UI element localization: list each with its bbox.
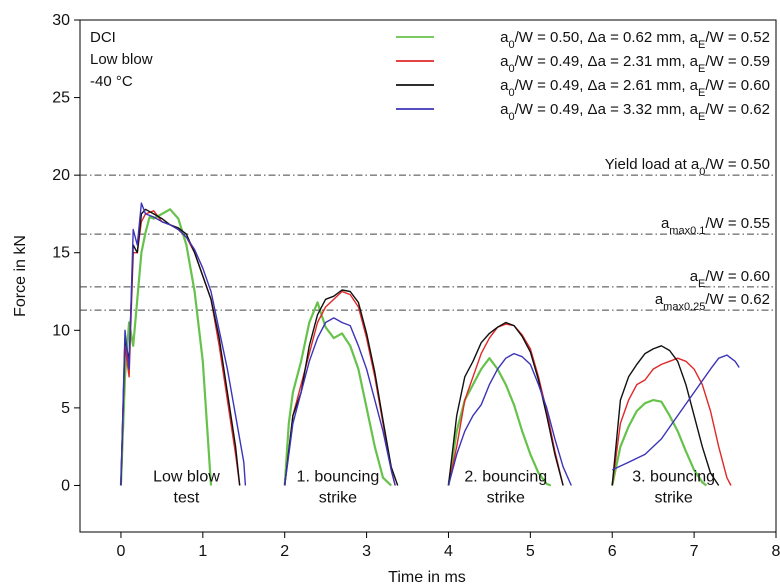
- series-line: [447, 321, 564, 486]
- y-tick-label: 5: [61, 400, 70, 417]
- series-a0-w-0-49-a-2-61-mm-ae-w-0-60: [120, 208, 720, 486]
- info-text: DCI Low blow -40 °C: [90, 29, 153, 90]
- strike-annotation-line: 2. bouncing: [464, 469, 547, 486]
- x-axis-title: Time in ms: [388, 569, 466, 586]
- series-line: [611, 354, 740, 471]
- reference-lines: [80, 174, 776, 311]
- reference-labels: Yield load at a0/W = 0.50 amax0.1/W = 0.5…: [605, 156, 770, 313]
- series-a0-w-0-49-a-2-31-mm-ae-w-0-59: [120, 210, 732, 486]
- x-tick-label: 0: [116, 543, 125, 560]
- series-a0-w-0-50-a-0-62-mm-ae-w-0-52: [119, 208, 708, 487]
- strike-annotation-line: 1. bouncing: [297, 469, 380, 486]
- strike-annotation-line: strike: [319, 490, 357, 507]
- x-tick-label: 8: [772, 543, 780, 560]
- strike-annotations: Low blow test 1. bouncing strike 2. bouncing…: [153, 469, 715, 507]
- info-line: Low blow: [90, 51, 153, 68]
- legend-label: a0/W = 0.50, Δa = 0.62 mm, aE/W = 0.52: [500, 29, 770, 51]
- x-tick-label: 5: [526, 543, 535, 560]
- x-tick-label: 4: [444, 543, 453, 560]
- y-tick-label: 20: [52, 167, 70, 184]
- legend-label: a0/W = 0.49, Δa = 2.61 mm, aE/W = 0.60: [500, 77, 770, 99]
- y-tick-label: 10: [52, 322, 70, 339]
- series-line: [120, 202, 247, 486]
- strike-annotation-line: Low blow: [153, 469, 220, 486]
- strike-annotation-line: 3. bouncing: [632, 469, 715, 486]
- strike-annotation-line: strike: [487, 490, 525, 507]
- reference-line-label: Yield load at a0/W = 0.50: [605, 156, 770, 178]
- x-tick-label: 6: [608, 543, 617, 560]
- y-tick-label: 30: [52, 12, 70, 29]
- strike-annotation-line: test: [174, 490, 200, 507]
- series-line: [611, 357, 732, 486]
- plot-area: [79, 19, 777, 533]
- series-line: [447, 352, 572, 486]
- y-tick-label: 0: [61, 477, 70, 494]
- x-tick-label: 7: [690, 543, 699, 560]
- reference-line-label: amax0.25/W = 0.62: [655, 291, 770, 313]
- series-a0-w-0-49-a-3-32-mm-ae-w-0-62: [120, 202, 740, 486]
- info-line: DCI: [90, 29, 116, 46]
- legend: a0/W = 0.50, Δa = 0.62 mm, aE/W = 0.52a0…: [396, 29, 770, 123]
- x-tick-label: 2: [280, 543, 289, 560]
- series-line: [120, 210, 241, 486]
- x-tick-label: 3: [362, 543, 371, 560]
- reference-line-label: amax0.1/W = 0.55: [661, 215, 770, 237]
- series-line: [284, 289, 399, 486]
- legend-label: a0/W = 0.49, Δa = 3.32 mm, aE/W = 0.62: [500, 101, 770, 123]
- info-line: -40 °C: [90, 73, 133, 90]
- series-line: [120, 208, 241, 486]
- legend-label: a0/W = 0.49, Δa = 2.31 mm, aE/W = 0.59: [500, 53, 770, 75]
- reference-line-label: aE/W = 0.60: [690, 268, 770, 290]
- series-line: [284, 317, 396, 486]
- series-line: [611, 345, 720, 486]
- y-tick-label: 25: [52, 90, 70, 107]
- x-tick-label: 1: [198, 543, 207, 560]
- series-line: [283, 301, 392, 487]
- strike-annotation-line: strike: [655, 490, 693, 507]
- y-tick-label: 15: [52, 245, 70, 262]
- y-axis-title: Force in kN: [12, 235, 29, 317]
- series-group: [119, 202, 740, 487]
- series-line: [611, 399, 708, 487]
- series-line: [119, 208, 213, 486]
- axes: 0 1 2 3 4 5 6 7 8 0 5 10 15 20 25 30: [52, 12, 780, 560]
